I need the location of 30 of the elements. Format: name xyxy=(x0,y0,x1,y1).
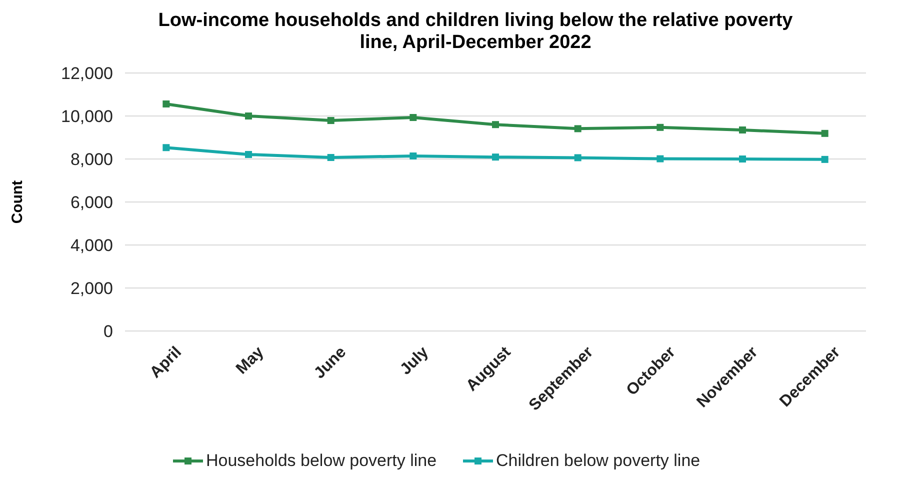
point xyxy=(492,154,499,161)
legend-label: Households below poverty line xyxy=(206,451,437,470)
point xyxy=(327,117,334,124)
point xyxy=(739,156,746,162)
point xyxy=(574,125,582,132)
point xyxy=(821,156,828,163)
point xyxy=(162,100,170,108)
chart-title: Low-income households and children living below the relative poverty line, April-December 2022 xyxy=(158,10,794,53)
y-tick-label: 6,000 xyxy=(70,192,113,212)
y-tick-label: 12,000 xyxy=(61,64,113,83)
y-axis-title: Count xyxy=(9,180,26,224)
y-tick-label: 4,000 xyxy=(70,236,113,255)
x-tick-label: May xyxy=(233,344,268,378)
point xyxy=(821,130,828,137)
point xyxy=(492,121,499,128)
y-tick-label: 8,000 xyxy=(70,150,113,169)
point xyxy=(410,114,417,122)
point xyxy=(739,126,746,134)
point xyxy=(656,124,664,131)
y-tick-label: 2,000 xyxy=(70,278,113,298)
legend-label: Children below poverty line xyxy=(496,451,700,470)
point xyxy=(245,150,252,158)
point xyxy=(410,152,417,160)
point xyxy=(162,144,170,152)
point xyxy=(656,155,664,162)
point xyxy=(574,154,582,162)
point xyxy=(245,112,252,120)
point xyxy=(327,154,334,161)
y-tick-label: 10,000 xyxy=(61,106,113,126)
y-tick-label: 0 xyxy=(104,322,113,341)
